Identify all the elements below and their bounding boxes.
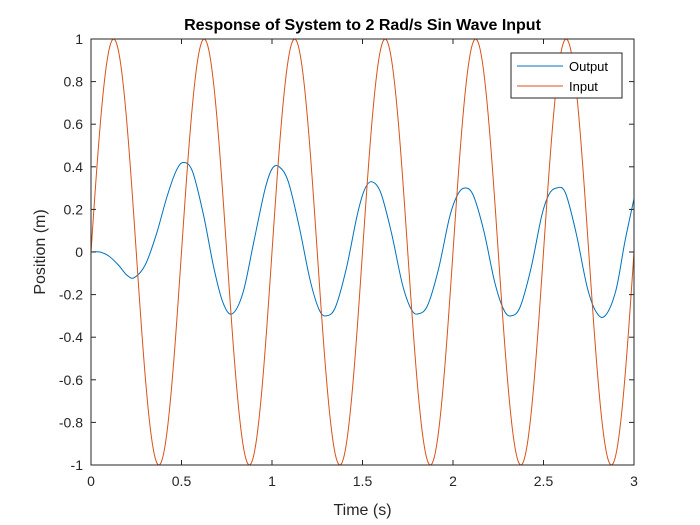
x-tick-label: 0 [87,473,95,489]
series-layer [91,38,634,466]
series-line-input [91,38,634,466]
y-axis-label: Position (m) [32,209,49,294]
y-tick-label: 0.4 [64,159,84,175]
x-tick-label: 1.5 [353,473,373,489]
y-tick-label: 1 [75,31,83,47]
y-tick-label: 0.8 [64,74,84,90]
x-tick-label: 3 [630,473,638,489]
x-tick-label: 2 [449,473,457,489]
legend: Output Input [510,52,623,99]
y-tick-label: -1 [71,457,84,473]
y-tick-label: -0.2 [59,287,83,303]
y-axis-ticks: -1 -0.8 -0.6 -0.4 -0.2 0 0.2 0.4 0.6 0.8 1 [59,31,634,473]
legend-label-input: Input [569,79,598,94]
x-tick-label: 0.5 [172,473,192,489]
y-tick-label: 0.6 [64,116,84,132]
x-tick-label: 2.5 [534,473,554,489]
series-line-output [91,162,634,318]
y-tick-label: -0.4 [59,329,83,345]
chart-title: Response of System to 2 Rad/s Sin Wave I… [184,17,541,34]
y-tick-label: 0 [75,244,83,260]
x-axis-ticks: 0 0.5 1 1.5 2 2.5 3 [87,39,638,489]
x-tick-label: 1 [268,473,276,489]
legend-label-output: Output [569,59,608,74]
y-tick-label: -0.8 [59,414,83,430]
y-tick-label: 0.2 [64,201,84,217]
y-tick-label: -0.6 [59,372,83,388]
legend-box [510,52,623,99]
x-axis-label: Time (s) [333,502,391,519]
